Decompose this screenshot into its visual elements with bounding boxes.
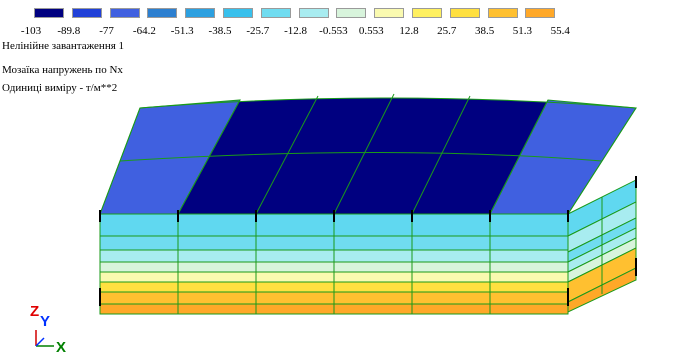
units-label: Одиниці виміру - т/м**2: [2, 82, 118, 94]
model-top-face: [99, 93, 637, 215]
legend-value-label: 12.8: [399, 25, 419, 37]
legend-value-label: 55.4: [550, 25, 570, 37]
legend-swatch: [487, 8, 518, 18]
legend-value-label: -89.8: [57, 25, 81, 37]
legend-swatch: [34, 8, 64, 18]
legend-swatch: [71, 8, 102, 18]
legend-value-label: 38.5: [474, 25, 495, 37]
legend-value-label: 25.7: [437, 25, 457, 37]
legend-swatch: [260, 8, 291, 18]
result-type-label: Мозаїка напружень по Nx: [2, 64, 123, 76]
load-case-label: Нелінійне завантаження 1: [2, 40, 125, 52]
legend-swatch: [109, 8, 140, 18]
legend-value-label: -51.3: [170, 25, 194, 37]
legend-swatch: [185, 8, 216, 18]
legend-value-label: 51.3: [512, 25, 533, 37]
support-marks: [99, 176, 637, 306]
legend-value-label: 0.553: [358, 25, 384, 37]
y-axis-label: Y: [40, 313, 50, 330]
legend-swatch: [525, 8, 556, 18]
legend-swatch: [147, 8, 178, 18]
legend-value-label: -64.2: [132, 25, 156, 37]
model-side-face: [567, 179, 637, 313]
z-axis-label: Z: [30, 303, 39, 320]
legend-value-label: -12.8: [284, 25, 308, 37]
legend-swatch: [449, 8, 480, 18]
axes-triad: Z Y X: [28, 300, 88, 356]
legend-swatch: [298, 8, 329, 18]
legend-value-label: -38.5: [208, 25, 232, 37]
legend-value-label: -0.553: [319, 25, 348, 37]
legend-value-label: -103: [20, 25, 42, 37]
legend-swatch: [412, 8, 442, 18]
legend-value-label: -77: [99, 25, 114, 37]
model-front-face: [99, 213, 569, 315]
legend-swatch: [374, 8, 405, 18]
x-axis-label: X: [56, 339, 66, 356]
legend-value-label: -25.7: [246, 25, 270, 37]
legend-swatch: [223, 8, 253, 18]
color-legend: -103 -89.8 -77 -64.2 -51.3 -38.5 -25.7 -12.8 -0.…: [0, 0, 684, 37]
legend-swatch: [336, 8, 367, 18]
y-axis-line: [35, 337, 45, 347]
